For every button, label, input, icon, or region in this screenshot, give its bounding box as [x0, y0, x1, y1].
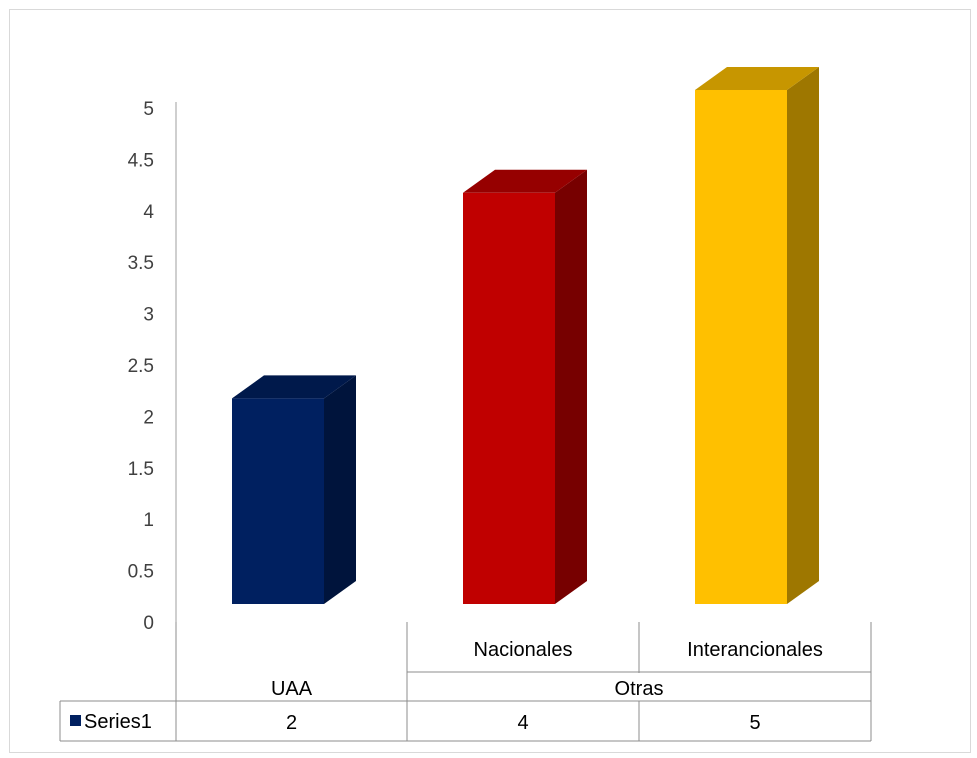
bar — [232, 375, 356, 604]
bar-top — [232, 375, 356, 399]
y-tick-label: 1 — [143, 510, 154, 531]
bar-top — [463, 169, 587, 193]
y-tick-label: 0.5 — [128, 562, 154, 583]
category-label: Nacionales — [474, 639, 573, 661]
bar-front — [463, 192, 555, 605]
y-tick-label: 0 — [143, 613, 154, 634]
legend-label: Series1 — [84, 711, 152, 733]
category-label: Interancionales — [687, 639, 823, 661]
bars-layer — [232, 67, 819, 605]
bar — [695, 67, 819, 604]
data-table-cell: 2 — [286, 712, 297, 734]
bar-side — [324, 375, 356, 604]
bar-side — [787, 67, 819, 604]
y-tick-label: 3 — [143, 305, 154, 326]
y-tick-label: 4 — [143, 202, 154, 223]
y-tick-label: 1.5 — [128, 459, 154, 480]
bar — [463, 169, 587, 605]
y-tick-label: 3.5 — [128, 253, 154, 274]
data-table: Nacionales Interancionales UAA Otras Series1… — [59, 622, 872, 742]
axis-layer: 0 0.5 1 1.5 2 2.5 3 3.5 4 4.5 5 — [128, 99, 177, 634]
legend-swatch — [70, 715, 81, 726]
data-table-cell: 5 — [749, 712, 760, 734]
y-tick-label: 4.5 — [128, 150, 154, 171]
group-merge — [637, 673, 641, 701]
bar-front — [232, 398, 324, 604]
y-tick-label: 5 — [143, 99, 154, 120]
bar-side — [555, 169, 587, 605]
group-label: UAA — [271, 678, 313, 700]
bar-top — [695, 67, 819, 90]
group-label: Otras — [615, 678, 664, 700]
data-table-cell: 4 — [517, 712, 528, 734]
y-tick-label: 2 — [143, 407, 154, 428]
bar-front — [695, 90, 787, 604]
y-tick-label: 2.5 — [128, 356, 154, 377]
